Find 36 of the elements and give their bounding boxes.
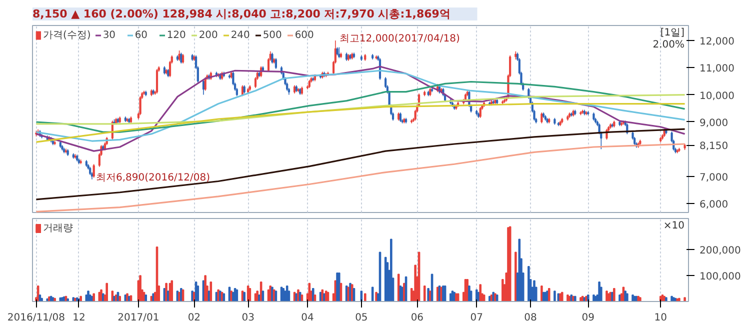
- x-tick-label: 07: [470, 312, 484, 324]
- legend-label: 120: [166, 30, 187, 40]
- x-tick-label: 09: [582, 312, 595, 324]
- annotation: 최고12,000(2017/04/18): [339, 33, 460, 44]
- x-tick-label: 2017/01: [118, 312, 160, 324]
- x-tick-label: 2016/11/08: [7, 312, 66, 324]
- y-tick-label: 7,000: [700, 172, 728, 184]
- x-tick-label: 06: [410, 312, 424, 324]
- y-tick-label: 8,150: [700, 141, 728, 152]
- x-tick-label: 12: [72, 312, 86, 324]
- x-tick-label: 02: [188, 312, 201, 324]
- annotation: ×10: [663, 220, 685, 232]
- legend-label: 240: [230, 30, 251, 40]
- x-tick-label: 10: [654, 312, 667, 324]
- legend-label: 600: [294, 30, 315, 40]
- legend-label: 200: [198, 30, 219, 40]
- y-tick-label: 10,000: [700, 90, 734, 102]
- annotation: 2.00%: [652, 40, 685, 50]
- x-tick-label: 04: [301, 312, 314, 324]
- annotation: [1일]: [660, 28, 685, 38]
- y-tick-label: 11,000: [700, 64, 734, 75]
- y-tick-label: 200,000: [700, 246, 741, 257]
- chart-title: 8,150 ▲ 160 (2.00%) 128,984 시:8,040 고:8,200 저:7,970 시총:1,869억: [32, 8, 450, 20]
- x-tick-label: 08: [524, 312, 537, 324]
- y-tick-label: 9,000: [700, 118, 728, 129]
- y-tick-label: 12,000: [700, 36, 734, 48]
- legend-label: 60: [134, 30, 149, 40]
- legend-label: 500: [262, 30, 283, 40]
- y-tick-label: 100,000: [700, 272, 741, 283]
- legend-label: 거래량: [43, 222, 73, 235]
- legend-label: 30: [102, 30, 117, 40]
- annotation: 최저6,890(2016/12/08): [96, 172, 210, 184]
- legend-label: 가격(수정): [43, 29, 91, 42]
- y-tick-label: 6,000: [700, 200, 728, 211]
- x-tick-label: 05: [355, 312, 368, 324]
- x-tick-label: 03: [242, 312, 254, 324]
